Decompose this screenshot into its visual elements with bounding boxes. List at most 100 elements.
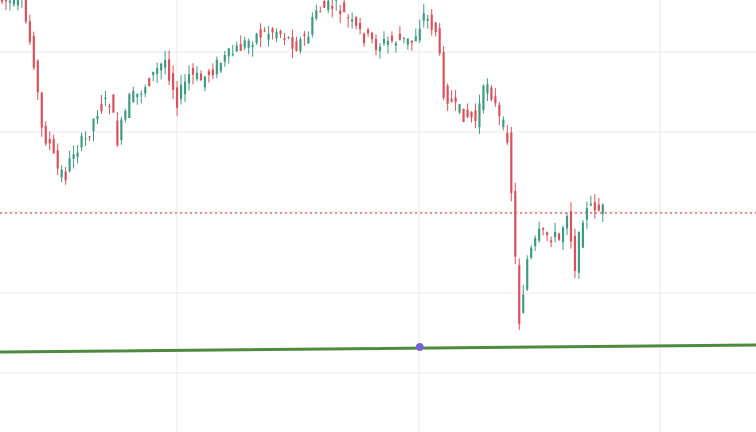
candle-down [490, 87, 493, 100]
candle-up [251, 45, 254, 48]
candle-down [430, 14, 433, 30]
candle-down [108, 105, 111, 107]
candle-down [462, 108, 465, 122]
candle-up [164, 59, 167, 68]
candle-down [343, 2, 346, 12]
candle-down [100, 104, 103, 112]
candle-down [283, 38, 286, 40]
candle-down [390, 35, 394, 41]
candle-up [382, 39, 386, 44]
candle-down [466, 109, 469, 118]
candle-up [335, 0, 338, 1]
candle-down [355, 17, 358, 26]
candle-down [40, 92, 43, 128]
candle-down [362, 33, 366, 44]
candle-up [526, 259, 529, 290]
candle-down [36, 60, 39, 93]
candle-up [195, 72, 199, 80]
candle-down [514, 190, 517, 257]
candle-up [351, 19, 354, 22]
candle-down [48, 139, 51, 144]
candle-up [589, 203, 592, 206]
candles [0, 0, 604, 330]
candle-down [498, 104, 501, 116]
candle-up [72, 154, 75, 159]
candle-down [0, 0, 4, 2]
trend-line-anchor-handle[interactable] [415, 343, 424, 351]
candle-down [557, 233, 561, 240]
candle-down [374, 38, 378, 51]
candle-down [112, 94, 115, 113]
candle-up [187, 74, 191, 84]
candle-up [203, 76, 207, 88]
candle-up [219, 63, 222, 72]
candle-up [378, 46, 382, 52]
candle-down [597, 204, 600, 211]
candle-down [506, 132, 509, 143]
candle-down [28, 21, 31, 43]
candle-up [235, 45, 238, 52]
candle-up [227, 48, 230, 57]
candle-up [8, 0, 12, 3]
candle-up [60, 169, 63, 178]
candle-up [231, 53, 234, 56]
candle-up [565, 215, 569, 229]
candle-up [255, 33, 258, 43]
candle-down [271, 28, 274, 33]
trend-line[interactable] [0, 343, 756, 354]
candle-up [76, 152, 79, 157]
candle-down [263, 30, 266, 32]
candle-up [152, 71, 155, 75]
candle-up [601, 204, 604, 214]
candle-up [247, 40, 250, 48]
candle-down [474, 110, 477, 122]
candle-up [124, 111, 127, 120]
candle-up [267, 33, 270, 40]
candle-up [386, 40, 390, 45]
candle-up [275, 31, 278, 39]
candle-up [394, 43, 397, 46]
candle-down [4, 0, 8, 2]
candle-up [522, 294, 525, 313]
candle-up [502, 119, 505, 128]
candle-up [223, 55, 226, 62]
candle-up [12, 0, 16, 5]
candle-up [92, 119, 95, 132]
candle-down [52, 139, 55, 154]
candle-up [136, 93, 139, 98]
candle-up [581, 222, 585, 248]
candle-up [585, 208, 588, 220]
candle-down [88, 136, 91, 138]
candle-down [446, 85, 449, 104]
candle-up [418, 28, 421, 41]
candle-down [211, 69, 214, 76]
candle-down [171, 73, 175, 90]
candle-up [16, 0, 19, 6]
candle-up [128, 94, 131, 118]
candle-up [80, 135, 83, 148]
candle-up [132, 90, 135, 102]
candle-up [179, 84, 183, 100]
candle-up [104, 97, 107, 100]
candle-down [207, 71, 210, 76]
candle-down [470, 112, 473, 118]
candle-down [450, 98, 453, 102]
candle-up [402, 37, 405, 39]
candle-down [359, 22, 362, 30]
candle-down [191, 67, 195, 75]
candle-down [32, 36, 35, 68]
candle-up [327, 0, 330, 10]
candle-down [199, 73, 203, 81]
candle-down [510, 132, 513, 194]
candle-down [44, 125, 47, 144]
candle-down [370, 32, 374, 40]
candle-up [478, 103, 481, 128]
candle-up [534, 238, 537, 247]
candle-up [406, 38, 409, 45]
candle-down [347, 17, 350, 19]
candle-down [442, 52, 445, 98]
candle-down [56, 150, 59, 169]
